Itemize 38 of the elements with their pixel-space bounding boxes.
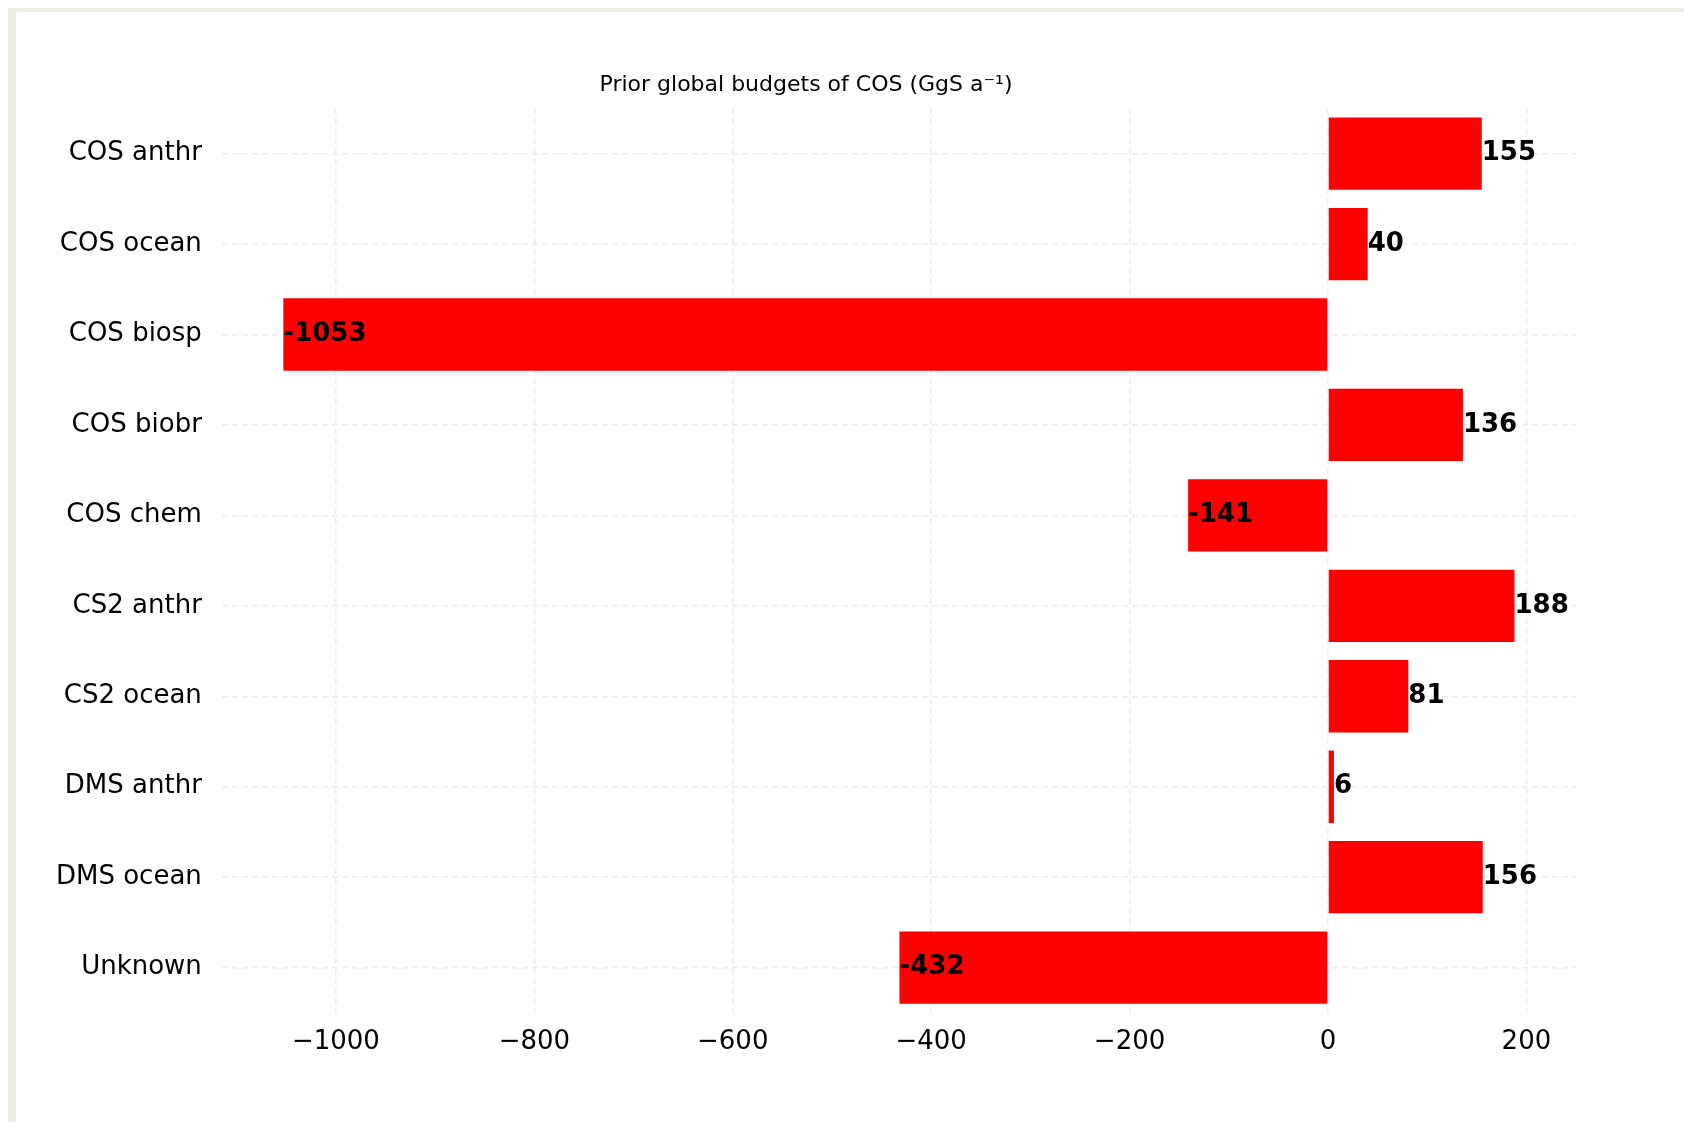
chart-title: Prior global budgets of COS (GgS a⁻¹) <box>599 70 1013 96</box>
bar <box>1328 750 1334 823</box>
data-label: 81 <box>1408 679 1445 710</box>
x-tick-label: −800 <box>498 1025 571 1056</box>
y-tick-label: COS ocean <box>59 226 202 257</box>
y-tick-label: COS chem <box>66 498 202 529</box>
bar <box>283 298 1328 371</box>
y-tick-label: CS2 ocean <box>63 679 202 710</box>
bar <box>1328 569 1515 642</box>
x-tick-label: −200 <box>1093 1025 1166 1056</box>
y-tick-label: COS anthr <box>68 136 203 167</box>
x-tick-label: −1000 <box>291 1025 380 1056</box>
y-tick-label: Unknown <box>81 950 202 981</box>
x-tick-label: −400 <box>895 1025 967 1056</box>
bar <box>899 931 1328 1004</box>
y-tick-label: DMS anthr <box>64 769 203 800</box>
y-tick-label: CS2 anthr <box>72 588 203 619</box>
y-tick-label: DMS ocean <box>55 859 202 890</box>
data-label: 40 <box>1367 226 1404 257</box>
data-label: 136 <box>1462 407 1518 438</box>
x-tick-label: −600 <box>697 1025 769 1056</box>
data-label: -1053 <box>283 317 367 348</box>
data-label: -141 <box>1188 498 1254 529</box>
y-tick-label: COS biobr <box>71 407 203 438</box>
y-tick-label: COS biosp <box>68 317 202 348</box>
data-label: 155 <box>1481 136 1537 167</box>
data-label: -432 <box>899 950 965 981</box>
bar <box>1328 660 1409 733</box>
x-tick-label: 0 <box>1319 1025 1337 1056</box>
bar <box>1328 840 1483 914</box>
x-tick-label: 200 <box>1501 1025 1552 1056</box>
data-label: 156 <box>1482 859 1538 890</box>
bar <box>1188 479 1328 552</box>
data-label: 6 <box>1333 769 1353 800</box>
bar <box>1328 207 1368 281</box>
bar <box>1328 117 1482 190</box>
bar <box>1328 388 1463 462</box>
data-label: 188 <box>1514 588 1569 619</box>
